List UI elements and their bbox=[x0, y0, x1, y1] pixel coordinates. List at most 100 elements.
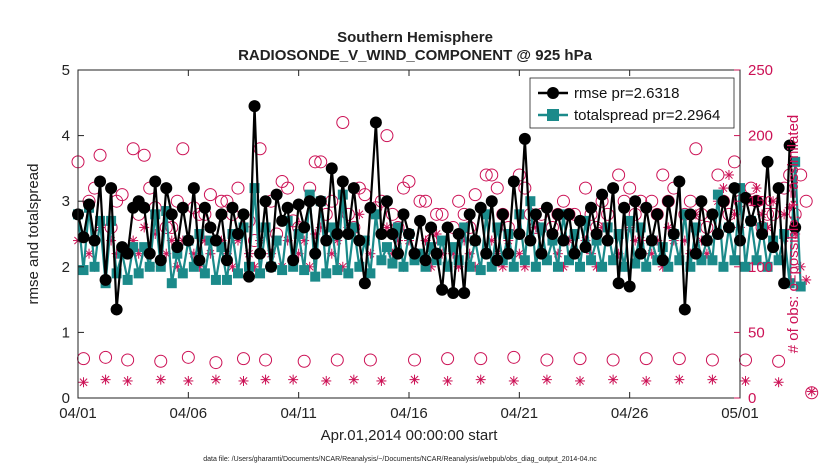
asterisk-stroke bbox=[85, 249, 93, 258]
rmse-point bbox=[187, 182, 200, 195]
rmse-point bbox=[458, 287, 471, 300]
rmse-point bbox=[601, 234, 614, 247]
obs-assimilated-marker bbox=[288, 374, 299, 385]
totalspread-point bbox=[95, 215, 106, 226]
totalspread-point bbox=[635, 222, 646, 233]
rmse-point bbox=[524, 234, 537, 247]
totalspread-point bbox=[503, 229, 514, 239]
x-tick-label: 04/06 bbox=[170, 405, 208, 422]
rmse-point bbox=[436, 283, 449, 296]
y-tick-label-left: 4 bbox=[62, 128, 70, 145]
rmse-point bbox=[452, 228, 465, 240]
obs-possible-marker bbox=[99, 350, 113, 364]
x-tick-label: 04/26 bbox=[611, 405, 649, 422]
totalspread-point bbox=[321, 268, 332, 279]
rmse-point bbox=[336, 175, 349, 188]
totalspread-point bbox=[304, 189, 315, 200]
obs-assimilated-marker bbox=[508, 375, 519, 386]
totalspread-point bbox=[392, 222, 403, 233]
totalspread-point bbox=[751, 255, 762, 266]
chart-title: Southern Hemisphere bbox=[337, 29, 493, 46]
totalspread-point bbox=[78, 265, 89, 276]
obs-assimilated-marker bbox=[321, 375, 332, 386]
x-tick-label: 04/01 bbox=[59, 405, 97, 422]
asterisk-stroke bbox=[476, 375, 485, 384]
rmse-point bbox=[259, 195, 272, 208]
obs-possible-marker bbox=[314, 155, 328, 169]
rmse-point bbox=[761, 155, 774, 168]
obs-assimilated-marker bbox=[773, 377, 784, 388]
rmse-point bbox=[700, 234, 713, 247]
asterisk-stroke bbox=[211, 375, 220, 384]
asterisk-stroke bbox=[576, 376, 584, 385]
rmse-point bbox=[585, 201, 598, 214]
rmse-point bbox=[684, 208, 697, 221]
totalspread-point bbox=[630, 258, 641, 269]
totalspread-point bbox=[608, 255, 619, 266]
obs-possible-marker bbox=[579, 181, 593, 195]
obs-possible-marker bbox=[380, 129, 394, 143]
totalspread-point bbox=[128, 242, 139, 253]
y-axis-label-left: rmse and totalspread bbox=[25, 164, 42, 305]
asterisk-stroke bbox=[807, 387, 816, 396]
rmse-point bbox=[243, 270, 256, 283]
obs-possible-marker bbox=[430, 207, 444, 221]
rmse-point bbox=[110, 303, 123, 316]
obs-possible-marker bbox=[308, 155, 322, 169]
totalspread-point bbox=[552, 261, 563, 272]
totalspread-point bbox=[210, 274, 221, 285]
rmse-point bbox=[386, 228, 399, 240]
rmse-point bbox=[165, 208, 178, 221]
totalspread-point bbox=[139, 242, 150, 253]
totalspread-point bbox=[762, 261, 773, 272]
totalspread-point bbox=[299, 265, 310, 276]
totalspread-point bbox=[155, 261, 166, 272]
obs-possible-marker bbox=[468, 188, 482, 202]
obs-assimilated-marker bbox=[575, 375, 586, 386]
totalspread-point bbox=[707, 255, 718, 266]
obs-assimilated-marker bbox=[541, 374, 552, 385]
totalspread-point bbox=[260, 222, 271, 233]
legend-rmse-marker bbox=[547, 87, 559, 99]
rmse-point bbox=[380, 195, 393, 208]
asterisk-stroke bbox=[184, 376, 193, 385]
obs-possible-marker bbox=[639, 352, 653, 366]
rmse-point bbox=[248, 100, 261, 113]
rmse-point bbox=[772, 182, 785, 195]
obs-possible-marker bbox=[297, 354, 311, 368]
totalspread-point bbox=[575, 261, 586, 272]
legend-rmse-label: rmse pr=2.6318 bbox=[574, 85, 679, 102]
obs-assimilated-marker bbox=[718, 183, 729, 194]
rmse-point bbox=[480, 247, 493, 260]
rmse-point bbox=[722, 221, 735, 234]
rmse-point bbox=[574, 214, 587, 227]
totalspread-point bbox=[332, 265, 343, 276]
chart-subtitle: RADIOSONDE_V_WIND_COMPONENT @ 925 hPa bbox=[238, 47, 593, 64]
totalspread-point bbox=[613, 229, 624, 239]
rmse-point bbox=[491, 254, 504, 267]
obs-possible-marker bbox=[606, 353, 620, 367]
rmse-point bbox=[673, 175, 686, 188]
rmse-point bbox=[325, 162, 338, 175]
totalspread-point bbox=[541, 255, 552, 266]
rmse-point bbox=[94, 175, 107, 188]
obs-assimilated-marker bbox=[751, 183, 762, 194]
obs-possible-marker bbox=[214, 194, 228, 208]
rmse-point bbox=[176, 201, 189, 214]
rmse-point bbox=[149, 175, 162, 188]
asterisk-stroke bbox=[228, 262, 237, 271]
totalspread-point bbox=[133, 268, 144, 279]
obs-assimilated-marker bbox=[475, 374, 486, 385]
obs-possible-marker bbox=[209, 356, 223, 370]
totalspread-point bbox=[475, 265, 486, 276]
obs-possible-marker bbox=[772, 354, 786, 368]
rmse-point bbox=[645, 234, 658, 247]
totalspread-point bbox=[271, 235, 282, 246]
rmse-point bbox=[706, 208, 719, 221]
obs-possible-marker bbox=[485, 168, 499, 182]
totalspread-point bbox=[370, 209, 381, 220]
rmse-point bbox=[364, 201, 377, 214]
y-tick-label-right: 150 bbox=[748, 193, 773, 210]
rmse-point bbox=[215, 208, 228, 221]
asterisk-stroke bbox=[410, 375, 419, 384]
